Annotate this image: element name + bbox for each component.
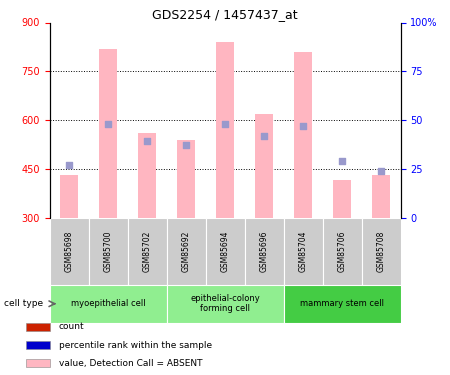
Text: count: count	[58, 322, 84, 332]
Text: GSM85694: GSM85694	[220, 231, 230, 272]
Bar	[284, 217, 323, 285]
Text: epithelial-colony
forming cell: epithelial-colony forming cell	[190, 294, 260, 314]
Text: value, Detection Call = ABSENT: value, Detection Call = ABSENT	[58, 359, 202, 368]
Text: GSM85708: GSM85708	[377, 231, 386, 272]
Text: GSM85700: GSM85700	[104, 231, 112, 272]
Point	[65, 162, 72, 168]
Bar	[177, 140, 195, 218]
Bar	[206, 217, 244, 285]
Bar	[372, 175, 390, 217]
Text: GSM85704: GSM85704	[298, 231, 307, 272]
Bar	[323, 217, 361, 285]
Text: mammary stem cell: mammary stem cell	[300, 299, 384, 308]
Text: GSM85692: GSM85692	[181, 231, 190, 272]
Bar	[60, 175, 78, 217]
Bar	[294, 52, 312, 217]
Point	[221, 121, 229, 127]
Text: GSM85698: GSM85698	[64, 231, 73, 272]
Bar	[361, 217, 400, 285]
Text: myoepithelial cell: myoepithelial cell	[71, 299, 145, 308]
Bar	[333, 180, 351, 218]
Bar	[284, 285, 400, 322]
Bar	[138, 133, 156, 218]
Bar	[216, 42, 234, 218]
Bar	[244, 217, 284, 285]
Text: GSM85706: GSM85706	[338, 231, 346, 272]
Text: percentile rank within the sample: percentile rank within the sample	[58, 340, 212, 350]
Point	[299, 123, 306, 129]
Point	[104, 121, 112, 127]
Bar	[89, 217, 127, 285]
Text: GSM85702: GSM85702	[143, 231, 152, 272]
Bar	[26, 359, 50, 368]
Point	[144, 138, 151, 144]
Point	[182, 142, 189, 148]
Title: GDS2254 / 1457437_at: GDS2254 / 1457437_at	[152, 8, 298, 21]
Bar	[127, 217, 166, 285]
Point	[378, 168, 385, 174]
Point	[338, 158, 346, 164]
Bar	[50, 217, 89, 285]
Bar	[166, 217, 206, 285]
Bar	[99, 48, 117, 217]
Bar	[255, 114, 273, 218]
Bar	[50, 285, 166, 322]
Point	[261, 133, 268, 139]
Bar	[26, 323, 50, 331]
Text: GSM85696: GSM85696	[260, 231, 269, 272]
Text: cell type: cell type	[4, 299, 44, 308]
Bar	[166, 285, 284, 322]
Bar	[26, 341, 50, 349]
